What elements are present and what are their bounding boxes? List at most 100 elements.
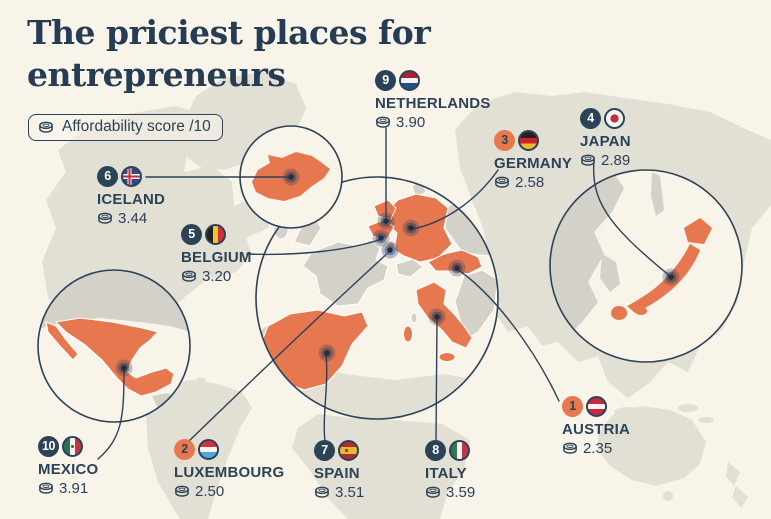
caribbean-island xyxy=(212,387,220,391)
japan-leader-line xyxy=(592,159,671,277)
country-label-germany: 3 GERMANY 2.58 xyxy=(494,129,572,191)
page-title: The priciest places for entrepreneurs xyxy=(27,12,431,95)
italy-shape xyxy=(415,281,473,349)
country-name: NETHERLANDS xyxy=(375,95,491,112)
country-name: GERMANY xyxy=(494,155,573,172)
country-score: 3.91 xyxy=(38,480,98,497)
coin-stack-icon xyxy=(376,116,390,128)
caribbean-island xyxy=(196,377,206,383)
indonesia-island xyxy=(678,404,698,412)
country-score: 3.20 xyxy=(181,268,252,285)
italy-flag-icon xyxy=(449,439,470,461)
score-value: 3.91 xyxy=(59,480,89,497)
mexico-inset xyxy=(37,269,191,423)
shikoku-shape xyxy=(635,307,647,315)
coin-stack-icon xyxy=(495,176,509,188)
japan-flag-icon xyxy=(604,107,625,129)
score-value: 3.44 xyxy=(118,210,148,227)
country-score: 2.58 xyxy=(494,174,572,191)
spain-leader-line xyxy=(323,353,328,443)
score-value: 2.58 xyxy=(515,174,545,191)
rank-badge: 5 xyxy=(181,223,202,245)
country-name: MEXICO xyxy=(38,461,99,478)
new-zealand-shape xyxy=(732,486,748,508)
country-name: ITALY xyxy=(425,465,467,482)
austria-leader-line xyxy=(456,268,560,402)
country-label-austria: 1 AUSTRIA 2.35 xyxy=(562,395,630,457)
honshu-shape xyxy=(627,244,700,313)
germany-marker-dot xyxy=(402,219,420,237)
rank-badge: 1 xyxy=(562,395,583,417)
country-name: JAPAN xyxy=(580,133,631,150)
mexico-shape xyxy=(54,317,175,397)
kyushu-shape xyxy=(611,306,627,320)
sardinia-shape xyxy=(403,325,413,343)
asia-mainland-shape xyxy=(550,170,624,348)
country-label-japan: 4 JAPAN 2.89 xyxy=(580,107,631,169)
score-value: 3.51 xyxy=(335,484,365,501)
australia-shape xyxy=(598,406,706,486)
score-value: 2.89 xyxy=(601,152,631,169)
europe-inset xyxy=(255,176,499,420)
belgium-flag-icon xyxy=(205,223,226,245)
hokkaido-shape xyxy=(684,218,712,244)
score-value: 3.90 xyxy=(396,114,426,131)
corsica-shape xyxy=(410,312,418,324)
coin-stack-icon xyxy=(175,485,189,497)
mexico-marker-dot xyxy=(115,359,133,377)
mexico-inset-ring xyxy=(37,269,191,423)
country-score: 2.35 xyxy=(562,440,630,457)
korea-shape xyxy=(600,254,620,292)
rank-badge: 8 xyxy=(425,439,446,461)
north-america-shape xyxy=(42,106,272,312)
tasmania-shape xyxy=(663,491,673,501)
score-value: 2.50 xyxy=(195,483,225,500)
country-score: 2.50 xyxy=(174,483,284,500)
europe-inset-ring xyxy=(255,176,499,420)
netherlands-flag-icon xyxy=(399,69,420,91)
japan-marker-dot xyxy=(662,268,680,286)
sicily-shape xyxy=(438,352,456,362)
italy-leader-line xyxy=(435,317,438,442)
coin-stack-icon xyxy=(581,154,595,166)
country-score: 3.51 xyxy=(314,484,364,501)
japan-inset xyxy=(549,169,743,363)
country-label-iceland: 6 ICELAND 3.44 xyxy=(97,165,165,227)
coin-stack-icon xyxy=(98,212,112,224)
score-value: 2.35 xyxy=(583,440,613,457)
country-name: BELGIUM xyxy=(181,249,252,266)
germany-leader-line xyxy=(411,169,499,230)
germany-flag-icon xyxy=(518,129,539,151)
country-score: 2.89 xyxy=(580,152,631,169)
luxembourg-leader-line xyxy=(188,250,391,442)
country-label-spain: 7 SPAIN 3.51 xyxy=(314,439,364,501)
country-label-italy: 8 ITALY 3.59 xyxy=(425,439,475,501)
italy-marker-dot xyxy=(428,308,446,326)
netherlands-marker-dot xyxy=(377,212,395,230)
luxembourg-flag-icon xyxy=(198,438,219,460)
mexico-leader-line xyxy=(97,368,125,460)
balkans-shape xyxy=(454,269,498,341)
belgium-leader-line xyxy=(246,239,380,256)
new-zealand-shape xyxy=(726,462,740,486)
luxembourg-marker-dot xyxy=(381,241,399,259)
coin-stack-icon xyxy=(39,121,53,133)
usa-shape xyxy=(38,270,190,332)
coin-stack-icon xyxy=(182,270,196,282)
rank-badge: 4 xyxy=(580,107,601,129)
title-line-1: The priciest places for xyxy=(27,13,431,52)
africa-shape xyxy=(292,414,470,519)
coin-stack-icon xyxy=(315,486,329,498)
country-score: 3.59 xyxy=(425,484,475,501)
austria-marker-dot xyxy=(448,259,466,277)
sakhalin-shape xyxy=(651,172,664,216)
leader-lines xyxy=(97,127,671,460)
rank-badge: 6 xyxy=(97,165,118,187)
country-name: SPAIN xyxy=(314,465,360,482)
country-score: 3.90 xyxy=(375,114,491,131)
rank-badge: 9 xyxy=(375,69,396,91)
country-name: LUXEMBOURG xyxy=(174,464,285,481)
score-value: 3.20 xyxy=(202,268,232,285)
